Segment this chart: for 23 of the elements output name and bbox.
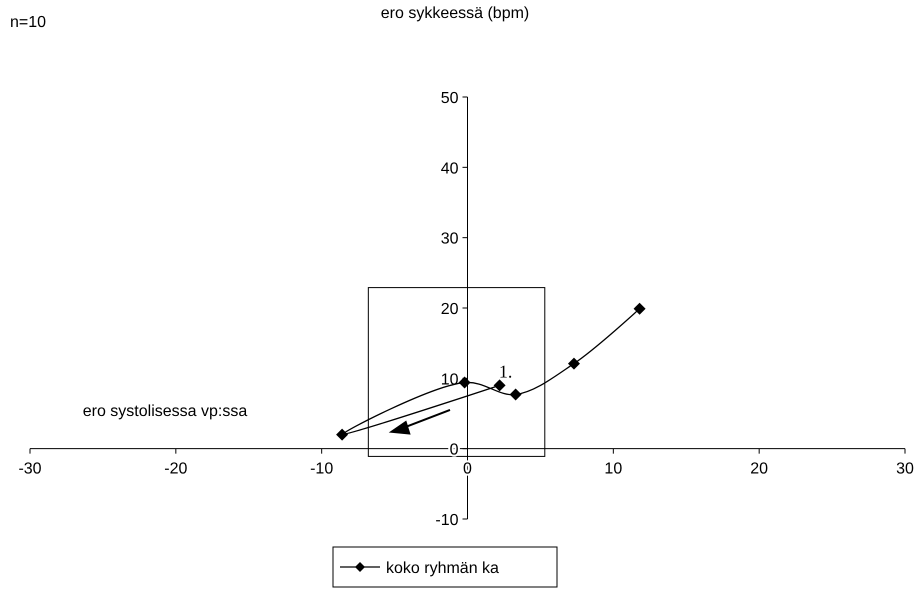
x-tick-label: 20 — [750, 460, 768, 478]
x-axis-title: ero systolisessa vp:ssa — [82, 403, 248, 420]
y-tick-label: 50 — [440, 90, 459, 107]
point — [634, 302, 646, 315]
x-tick-label: -30 — [18, 460, 42, 478]
x-tick-label: -10 — [310, 460, 334, 478]
legend-label: koko ryhmän ka — [386, 560, 500, 577]
y-tick-label: 10 — [440, 371, 459, 388]
y-tick-label: 20 — [440, 301, 459, 318]
y-axis-title: ero sykkeessä (bpm) — [380, 5, 530, 22]
annotation: 1. — [498, 361, 512, 382]
text: n=10 — [10, 14, 46, 31]
point — [336, 428, 348, 441]
point — [510, 388, 522, 401]
point — [494, 379, 506, 392]
point — [568, 358, 580, 370]
point — [458, 376, 471, 389]
y-tick-label: 30 — [440, 230, 459, 248]
x-tick-label: 10 — [604, 460, 622, 478]
y-tick-label: 40 — [440, 160, 459, 178]
x-tick-label: 30 — [896, 460, 914, 478]
x-tick-label: -20 — [164, 460, 188, 478]
y-tick-label: -10 — [435, 512, 459, 529]
